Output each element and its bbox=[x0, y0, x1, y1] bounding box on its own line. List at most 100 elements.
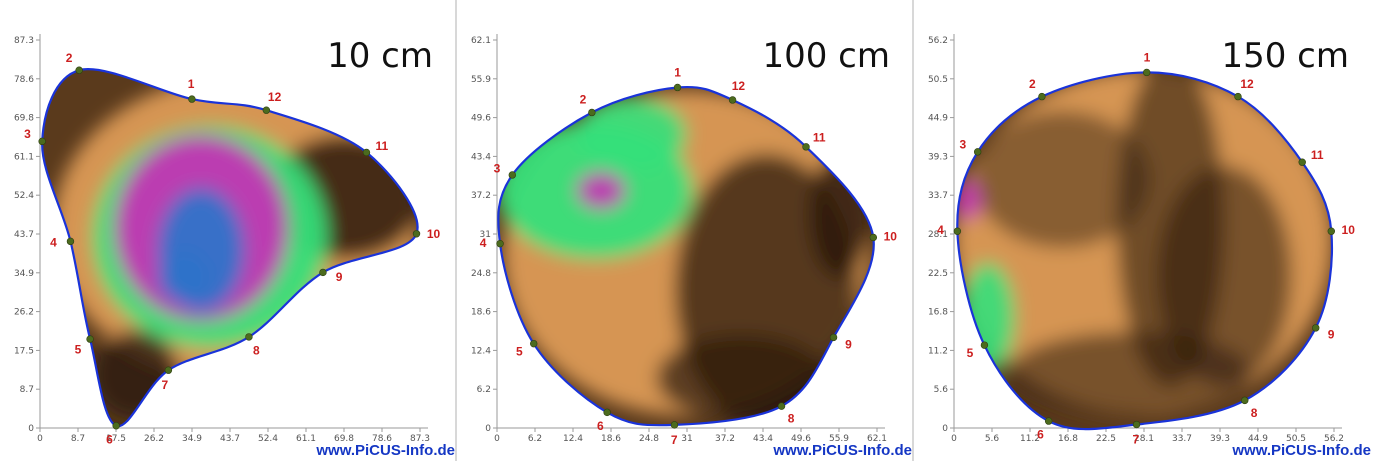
x-tick-label: 22.5 bbox=[1096, 434, 1116, 444]
sensor-point bbox=[38, 137, 46, 146]
sensor-label: 11 bbox=[813, 130, 826, 144]
tomogram-chart-150cm: 0 5.6 11.2 16.8 22.5 28.1 33.7 39.3 44.9 50.5 56.2… bbox=[928, 34, 1356, 447]
sensor-point bbox=[869, 233, 878, 242]
sensor-label: 9 bbox=[336, 270, 343, 284]
sensor-point bbox=[588, 108, 596, 117]
sensor-label: 1 bbox=[674, 65, 681, 79]
sensor-point bbox=[188, 95, 196, 103]
y-tick-label: 43.7 bbox=[14, 230, 34, 240]
sensor-label: 9 bbox=[1328, 327, 1335, 341]
sensor-point bbox=[802, 143, 810, 151]
y-tick-label: 55.9 bbox=[471, 75, 491, 85]
sensor-point bbox=[829, 333, 838, 342]
y-tick-label: 34.9 bbox=[14, 269, 34, 279]
x-tick-label: 43.7 bbox=[220, 434, 240, 444]
y-tick-label: 56.2 bbox=[928, 36, 948, 46]
y-tick-label: 52.4 bbox=[14, 191, 34, 201]
x-tick-label: 24.8 bbox=[639, 434, 659, 444]
tomogram-chart-100cm: 0 6.2 12.4 18.6 24.8 31 37.2 43.4 49.6 55.9 62.162… bbox=[471, 34, 897, 447]
sensor-label: 12 bbox=[732, 79, 746, 93]
sensor-point bbox=[245, 333, 253, 341]
y-tick-label: 33.7 bbox=[928, 191, 948, 201]
x-tick-label: 5.6 bbox=[985, 434, 1000, 444]
panel-10cm: 0 8.7 17.5 26.2 34.9 43.7 52.4 61.1 69.8 78.6 87.3… bbox=[0, 0, 457, 461]
y-tick-label: 62.1 bbox=[471, 36, 491, 46]
fill-region bbox=[576, 96, 687, 172]
y-tick-label: 8.7 bbox=[20, 385, 34, 395]
x-tick-label: 6.2 bbox=[528, 434, 542, 444]
sensor-label: 5 bbox=[516, 345, 523, 359]
y-tick-label: 0 bbox=[485, 424, 491, 434]
height-label: 10 cm bbox=[327, 36, 433, 76]
watermark-link[interactable]: www.PiCUS-Info.de bbox=[773, 442, 912, 459]
sensor-point bbox=[66, 237, 75, 246]
y-tick-label: 26.2 bbox=[14, 308, 34, 318]
sensor-label: 12 bbox=[268, 90, 282, 104]
sensor-point bbox=[1298, 158, 1306, 166]
sensor-point bbox=[953, 227, 962, 235]
sensor-label: 3 bbox=[960, 137, 967, 151]
x-tick-label: 69.8 bbox=[334, 434, 354, 444]
sensor-point bbox=[496, 239, 504, 248]
sensor-label: 8 bbox=[1251, 406, 1258, 420]
sensor-point bbox=[1241, 396, 1249, 405]
sensor-label: 4 bbox=[937, 223, 944, 237]
sensor-label: 4 bbox=[480, 236, 487, 250]
x-tick-label: 8.7 bbox=[71, 434, 85, 444]
y-tick-label: 61.1 bbox=[14, 152, 34, 162]
sensor-label: 5 bbox=[967, 346, 974, 360]
sensor-point bbox=[530, 339, 538, 348]
x-tick-label: 37.2 bbox=[715, 434, 735, 444]
x-tick-label: 18.6 bbox=[601, 434, 621, 444]
x-tick-label: 61.1 bbox=[296, 434, 316, 444]
sensor-point bbox=[673, 83, 682, 92]
y-tick-label: 37.2 bbox=[471, 191, 491, 201]
y-tick-label: 6.2 bbox=[477, 385, 491, 395]
sensor-label: 2 bbox=[1029, 77, 1036, 91]
y-tick-label: 39.3 bbox=[928, 152, 948, 162]
sensor-label: 9 bbox=[845, 338, 852, 352]
watermark-link[interactable]: www.PiCUS-Info.de bbox=[1232, 442, 1371, 459]
y-tick-label: 44.9 bbox=[928, 114, 948, 124]
x-tick-label: 31 bbox=[681, 434, 692, 444]
sensor-label: 7 bbox=[161, 378, 168, 392]
sensor-label: 10 bbox=[1342, 223, 1356, 237]
sensor-point bbox=[670, 421, 679, 429]
y-tick-label: 18.6 bbox=[471, 308, 491, 318]
sensor-point bbox=[1312, 324, 1320, 332]
y-tick-label: 49.6 bbox=[471, 114, 491, 124]
fill-region bbox=[1008, 331, 1252, 415]
x-tick-label: 78.6 bbox=[372, 434, 392, 444]
panel-100cm: 0 6.2 12.4 18.6 24.8 31 37.2 43.4 49.6 55.9 62.1 62… bbox=[457, 0, 914, 461]
sensor-point bbox=[603, 408, 611, 417]
sensor-label: 7 bbox=[1133, 433, 1140, 447]
sensor-point bbox=[1327, 227, 1335, 235]
y-tick-label: 24.8 bbox=[471, 269, 491, 279]
sensor-label: 4 bbox=[50, 235, 57, 249]
sensor-label: 8 bbox=[788, 412, 795, 426]
x-tick-label: 43.4 bbox=[753, 434, 773, 444]
panel-150cm: 0 5.6 11.2 16.8 22.5 28.1 33.7 39.3 44.9 50.5 56.2… bbox=[914, 0, 1371, 461]
sensor-point bbox=[973, 148, 982, 156]
sensor-point bbox=[728, 96, 737, 104]
x-tick-label: 33.7 bbox=[1172, 434, 1192, 444]
sensor-label: 11 bbox=[1311, 148, 1324, 162]
fill-blobs bbox=[957, 72, 1332, 415]
sensor-label: 1 bbox=[188, 77, 195, 91]
x-tick-label: 16.8 bbox=[1058, 434, 1078, 444]
fill-region bbox=[656, 334, 828, 422]
sensor-point bbox=[262, 106, 271, 114]
y-tick-label: 87.3 bbox=[14, 36, 34, 46]
watermark-link[interactable]: www.PiCUS-Info.de bbox=[316, 442, 455, 459]
y-tick-label: 17.5 bbox=[14, 346, 34, 356]
fill-blobs bbox=[53, 76, 418, 420]
y-tick-label: 69.8 bbox=[14, 114, 34, 124]
sensor-point bbox=[508, 171, 516, 179]
sensor-label: 7 bbox=[671, 433, 678, 447]
sensor-point bbox=[1044, 417, 1053, 425]
sensor-point bbox=[112, 422, 120, 430]
y-tick-label: 50.5 bbox=[928, 75, 948, 85]
x-tick-label: 87.3 bbox=[410, 434, 430, 444]
sensor-label: 12 bbox=[1240, 77, 1254, 91]
tomogram-fill bbox=[957, 72, 1332, 428]
